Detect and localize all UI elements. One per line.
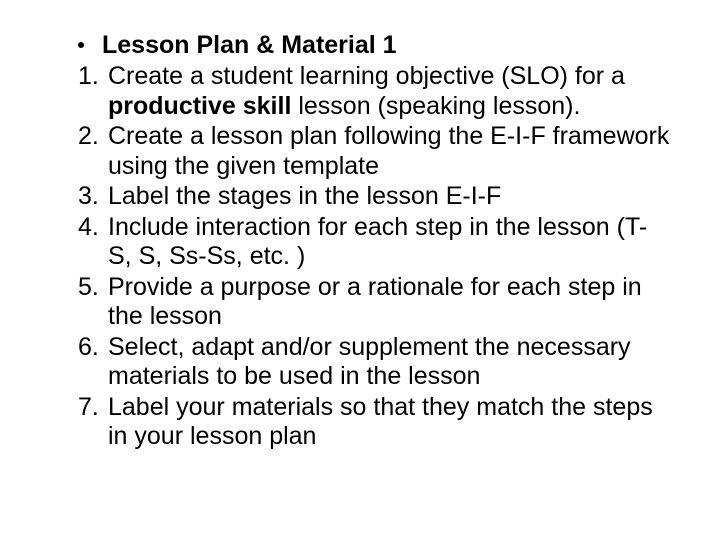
slide-title: Lesson Plan & Material 1 xyxy=(102,30,397,60)
item-number: 4. xyxy=(78,213,108,243)
item-text: Create a student learning objective (SLO… xyxy=(108,62,670,121)
item-text: Provide a purpose or a rationale for eac… xyxy=(108,273,670,332)
slide: Lesson Plan & Material 1 1. Create a stu… xyxy=(0,0,720,540)
item-number: 1. xyxy=(78,62,108,92)
list-item: 4. Include interaction for each step in … xyxy=(78,213,670,272)
title-row: Lesson Plan & Material 1 xyxy=(78,30,670,60)
item-number: 6. xyxy=(78,333,108,363)
item-text: Label your materials so that they match … xyxy=(108,393,670,452)
item-text-pre: Create a student learning objective (SLO… xyxy=(108,62,625,90)
bullet-icon xyxy=(78,42,84,48)
item-text: Include interaction for each step in the… xyxy=(108,213,670,272)
item-number: 7. xyxy=(78,393,108,423)
list-item: 3. Label the stages in the lesson E-I-F xyxy=(78,182,670,212)
item-text-bold: productive skill xyxy=(108,92,291,120)
list-item: 5. Provide a purpose or a rationale for … xyxy=(78,273,670,332)
item-number: 2. xyxy=(78,122,108,152)
item-number: 5. xyxy=(78,273,108,303)
item-text: Select, adapt and/or supplement the nece… xyxy=(108,333,670,392)
item-text-post: lesson (speaking lesson). xyxy=(291,92,580,120)
item-number: 3. xyxy=(78,182,108,212)
item-text: Create a lesson plan following the E-I-F… xyxy=(108,122,670,181)
list-item: 7. Label your materials so that they mat… xyxy=(78,393,670,452)
item-text: Label the stages in the lesson E-I-F xyxy=(108,182,501,212)
list-item: 1. Create a student learning objective (… xyxy=(78,62,670,121)
list-item: 6. Select, adapt and/or supplement the n… xyxy=(78,333,670,392)
list-item: 2. Create a lesson plan following the E-… xyxy=(78,122,670,181)
